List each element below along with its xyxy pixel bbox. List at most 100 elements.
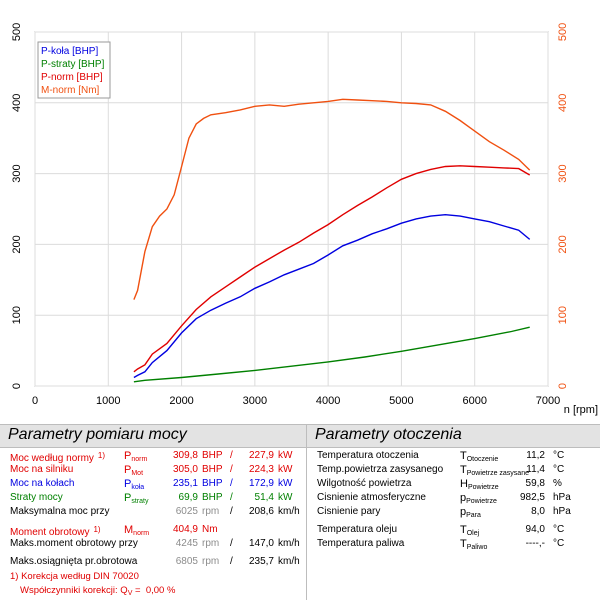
plot-area	[34, 31, 549, 387]
param-unit-2: km/h	[278, 506, 300, 517]
ambient-symbol: pPara	[460, 506, 481, 519]
param-value-2: 147,0	[248, 538, 274, 549]
y-tick-label-left: 100	[11, 306, 23, 324]
param-label: Moment obrotowy 1)	[10, 525, 101, 538]
param-separator: /	[230, 556, 233, 567]
param-label: Moc na kołach	[10, 478, 75, 489]
ambient-symbol-sub: Powietrze	[467, 484, 499, 491]
param-symbol: Pkoła	[124, 478, 145, 491]
param-value-1: 309,8	[172, 450, 198, 461]
ambient-value: 11,2	[526, 450, 545, 461]
param-unit-1: BHP	[202, 492, 223, 503]
param-unit-2: kW	[278, 450, 293, 461]
param-symbol: Pstraty	[124, 492, 149, 505]
ambient-label: Temp.powietrza zasysanego	[317, 464, 444, 475]
ambient-value: 59,8	[525, 478, 545, 489]
y-tick-label-left: 400	[11, 94, 23, 112]
ambient-parameters-title: Parametry otoczenia	[315, 426, 462, 443]
series-line	[133, 165, 531, 373]
param-unit-1: Nm	[202, 524, 218, 535]
ambient-value: ----,-	[525, 538, 545, 549]
ambient-unit: °C	[553, 524, 565, 535]
correction-factor-eq: =	[132, 585, 141, 596]
ambient-unit: °C	[553, 538, 565, 549]
param-unit-1: BHP	[202, 478, 223, 489]
param-symbol-sub: Mot	[131, 470, 144, 477]
ambient-value: 8,0	[531, 506, 545, 517]
x-tick-label: 7000	[536, 395, 560, 407]
series-line	[133, 98, 531, 300]
y-tick-label-right: 200	[557, 235, 569, 253]
param-value-1: 6805	[175, 556, 198, 567]
param-symbol-sub: koła	[131, 484, 145, 491]
param-unit-2: kW	[278, 478, 293, 489]
ambient-value: 11,4	[526, 464, 545, 475]
param-separator: /	[230, 478, 233, 489]
ambient-symbol: TOlej	[460, 524, 480, 537]
param-symbol: Pnorm	[124, 450, 148, 463]
ambient-label: Temperatura oleju	[317, 524, 398, 535]
ambient-unit: °C	[553, 450, 565, 461]
correction-factor-label: Współczynniki korekcji: Q	[20, 585, 128, 596]
y-tick-label-right: 300	[557, 164, 569, 182]
y-tick-label-right: 500	[557, 23, 569, 41]
x-axis-label: n [rpm]	[564, 404, 598, 416]
param-separator: /	[230, 450, 233, 461]
param-label: Maks.osiągnięta pr.obrotowa	[10, 556, 138, 567]
param-unit-1: BHP	[202, 450, 223, 461]
power-chart: 0 1000 2000 3000 4000 5000 6000 7000 0 0 100 100 200…	[11, 23, 598, 416]
correction-factor-value: 0,00 %	[145, 585, 176, 596]
param-symbol: PMot	[124, 464, 144, 477]
param-unit-1: rpm	[202, 506, 220, 517]
param-separator: /	[230, 492, 233, 503]
ambient-symbol-sub: Para	[466, 512, 481, 519]
ambient-value: 982,5	[519, 492, 545, 503]
power-parameters-header: Parametry pomiaru mocy	[0, 424, 306, 448]
param-separator: /	[230, 506, 233, 517]
param-label: Maks.moment obrotowy przy	[10, 538, 138, 549]
y-tick-label-right: 100	[557, 306, 569, 324]
x-tick-label: 6000	[462, 395, 486, 407]
correction-footnote: 1) Korekcja według DIN 70020	[10, 571, 139, 582]
ambient-unit: °C	[553, 464, 565, 475]
legend-entry: P-straty [BHP]	[41, 59, 105, 70]
correction-factor-sub: V	[127, 590, 133, 597]
param-value-1: 235,1	[172, 478, 198, 489]
ambient-symbol-sub: Olej	[466, 530, 480, 537]
ambient-label: Temperatura paliwa	[317, 538, 405, 549]
correction-factor: Współczynniki korekcji: QV = 0,00 %	[20, 584, 175, 598]
y-tick-label-left: 300	[11, 164, 23, 182]
x-tick-label: 2000	[169, 395, 193, 407]
ambient-symbol-sub: Powietrze zasysane	[466, 470, 529, 477]
param-symbol-sub: norm	[133, 530, 150, 537]
ambient-label: Cisnienie pary	[317, 506, 381, 517]
x-tick-label: 3000	[243, 395, 267, 407]
param-footnote-mark: 1)	[97, 451, 106, 460]
param-symbol-sub: norm	[131, 456, 148, 463]
param-symbol-sub: straty	[131, 498, 149, 505]
y-tick-label-left: 0	[11, 383, 23, 389]
param-footnote-mark: 1)	[93, 525, 101, 534]
ambient-unit: %	[553, 478, 562, 489]
ambient-unit: hPa	[553, 492, 571, 503]
y-tick-label-right: 400	[557, 94, 569, 112]
param-separator: /	[230, 538, 233, 549]
legend-entry: M-norm [Nm]	[41, 85, 100, 96]
ambient-symbol: HPowietrze	[460, 478, 499, 491]
ambient-unit: hPa	[553, 506, 571, 517]
param-unit-2: km/h	[278, 538, 300, 549]
ambient-symbol-sub: Paliwo	[466, 544, 488, 551]
param-value-1: 4245	[175, 538, 198, 549]
legend-entry: P-norm [BHP]	[41, 72, 103, 83]
ambient-label: Cisnienie atmosferyczne	[317, 492, 426, 503]
param-label: Maksymalna moc przy	[10, 506, 110, 517]
y-tick-label-left: 500	[11, 23, 23, 41]
param-label: Moc na silniku	[10, 464, 74, 475]
param-value-1: 404,9	[172, 524, 198, 535]
y-tick-label-left: 200	[11, 235, 23, 253]
param-unit-2: kW	[278, 492, 293, 503]
ambient-label: Wilgotność powietrza	[317, 478, 412, 489]
ambient-symbol-sub: Otoczenie	[466, 456, 499, 463]
param-unit-2: km/h	[278, 556, 300, 567]
param-value-2: 227,9	[248, 450, 274, 461]
